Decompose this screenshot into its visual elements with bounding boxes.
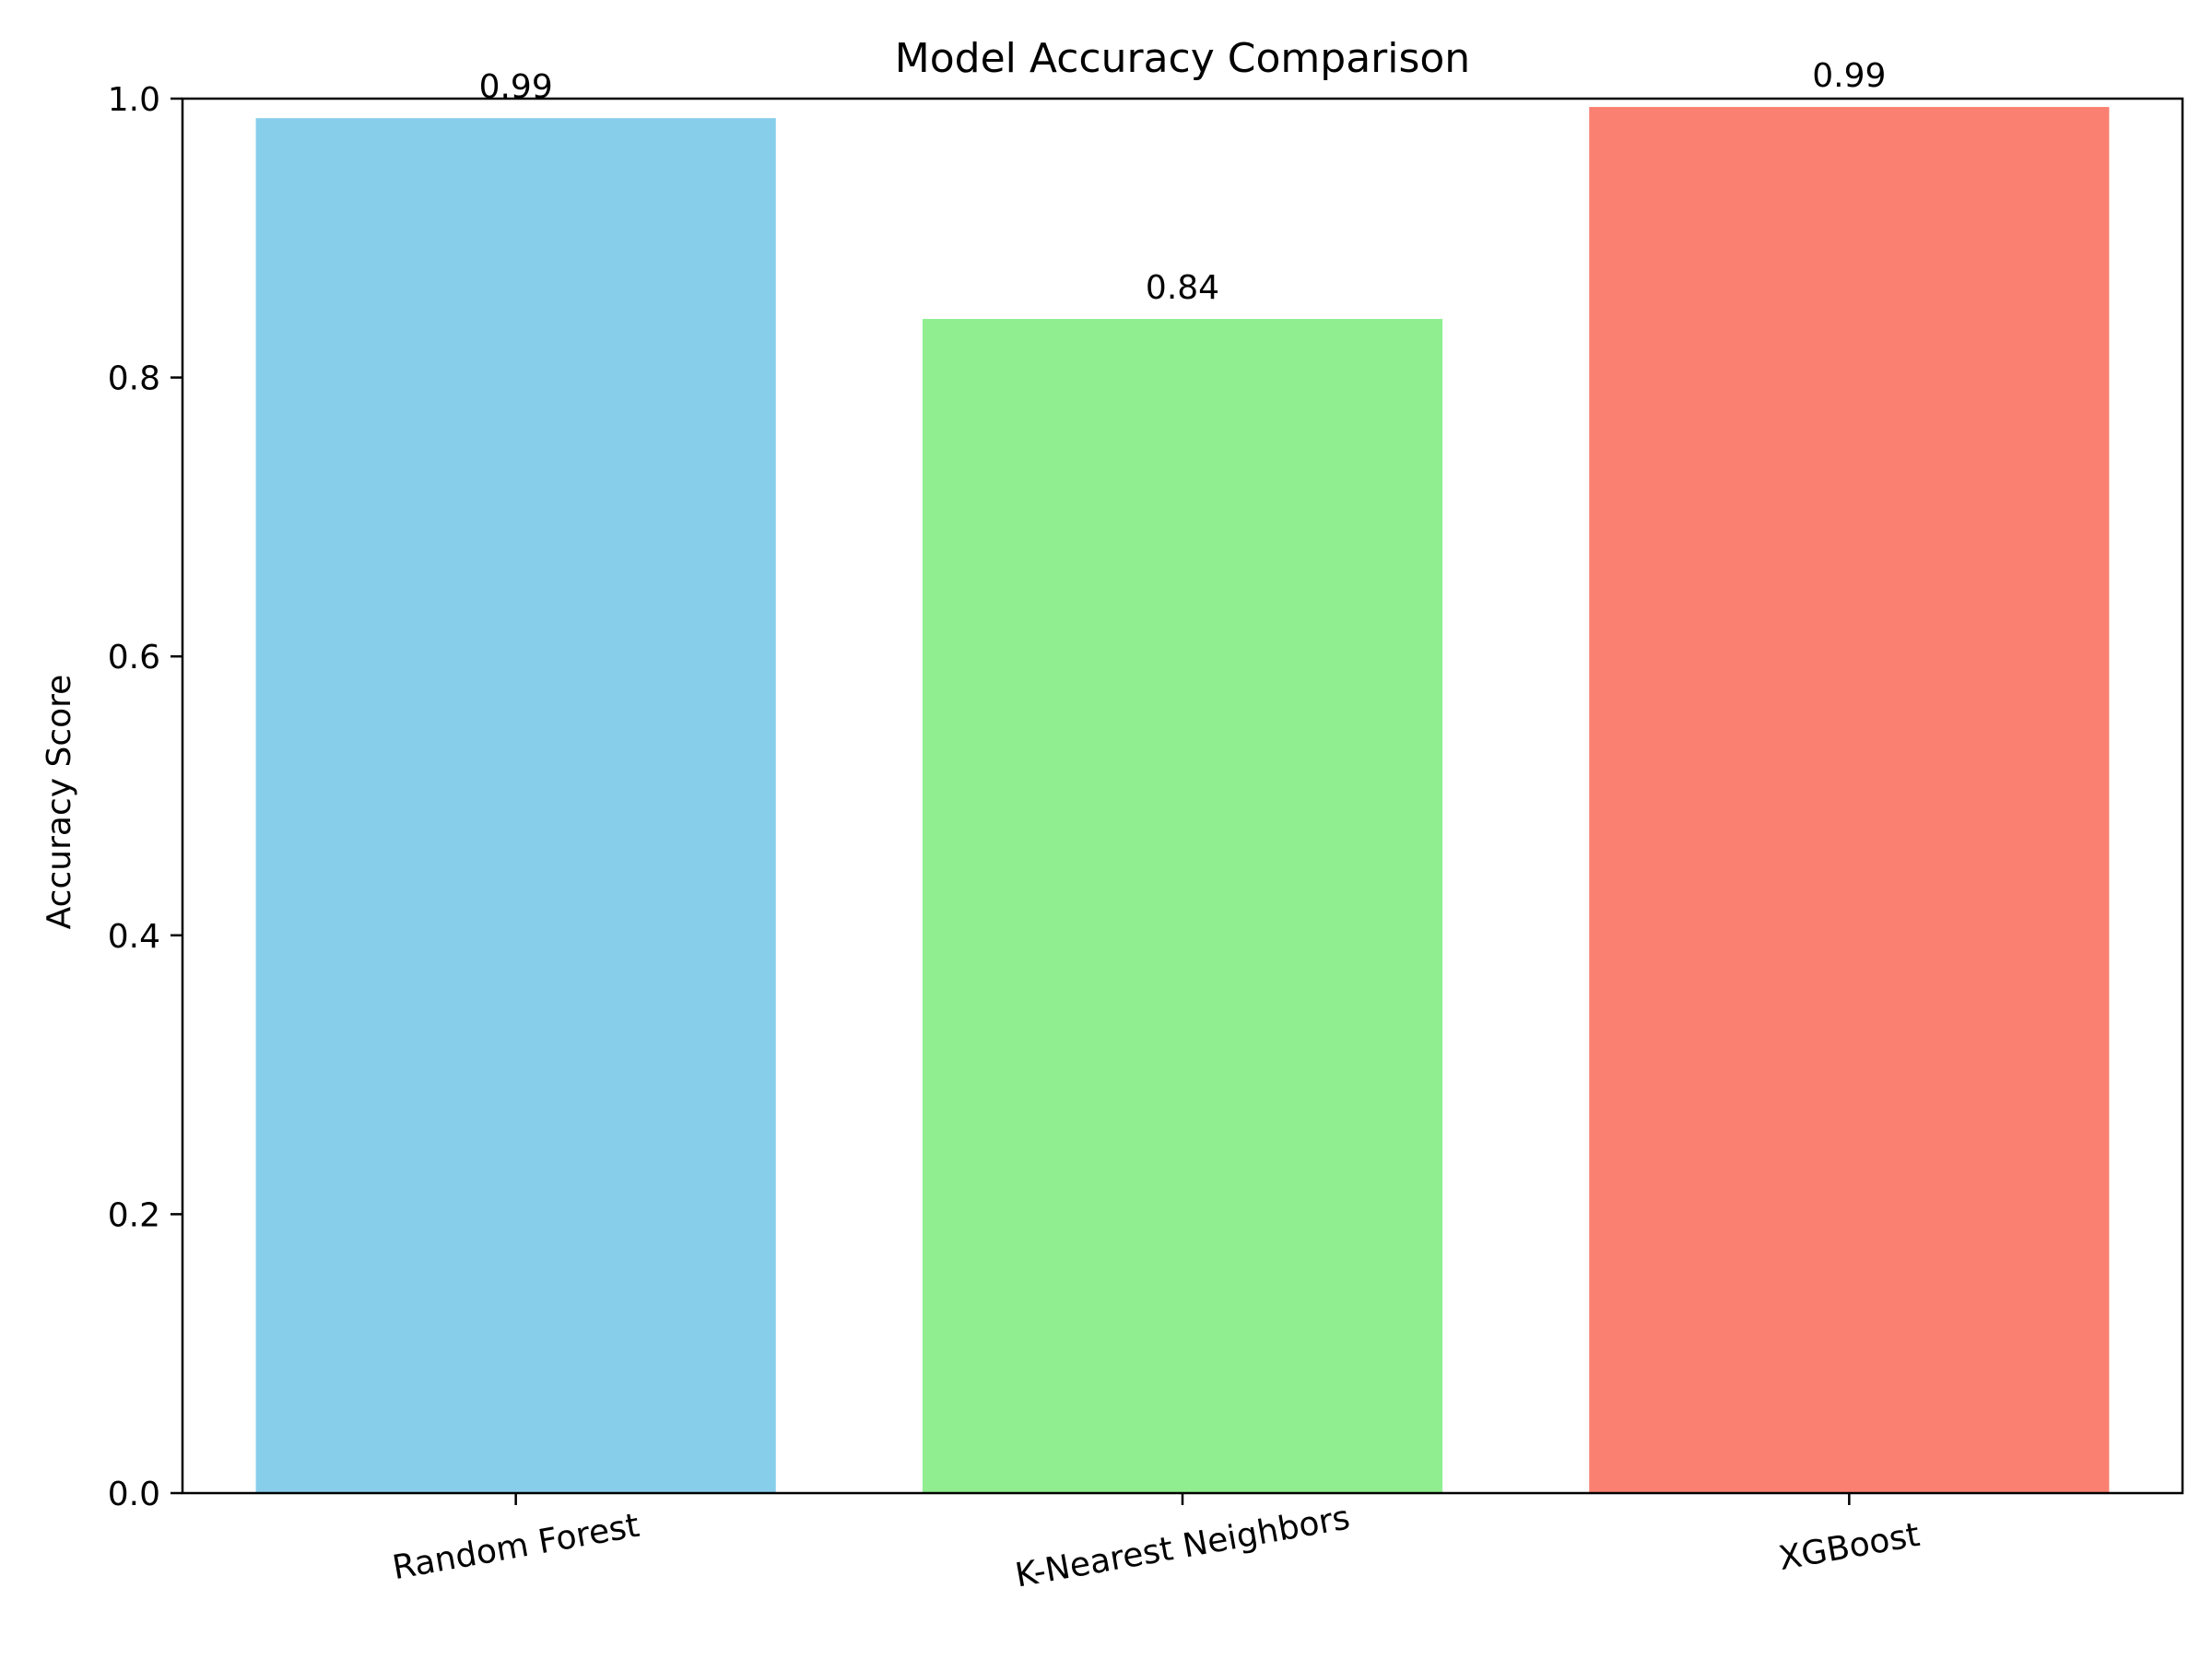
bars-layer [255,107,2110,1494]
y-axis-ticks: 0.0 0.2 0.4 0.6 0.8 1.0 [108,81,182,1513]
data-labels-layer: 0.99 0.84 0.99 [479,57,1887,307]
bar-k-nearest-neighbors [922,319,1443,1494]
data-label-k-nearest-neighbors: 0.84 [1146,269,1219,307]
bar-random-forest [255,118,776,1493]
y-tick-label-1: 0.2 [108,1196,160,1234]
data-label-random-forest: 0.99 [479,68,553,106]
y-tick-label-3: 0.6 [108,639,160,677]
chart-title: Model Accuracy Comparison [895,35,1470,82]
y-tick-label-2: 0.4 [108,918,160,956]
y-tick-label-5: 1.0 [108,81,160,119]
y-tick-label-4: 0.8 [108,360,160,398]
bar-xgboost [1589,107,2110,1493]
y-tick-label-0: 0.0 [108,1476,160,1513]
plot-frame [181,97,2184,1495]
y-axis-label: Accuracy Score [41,675,78,930]
data-label-xgboost: 0.99 [1812,57,1886,95]
